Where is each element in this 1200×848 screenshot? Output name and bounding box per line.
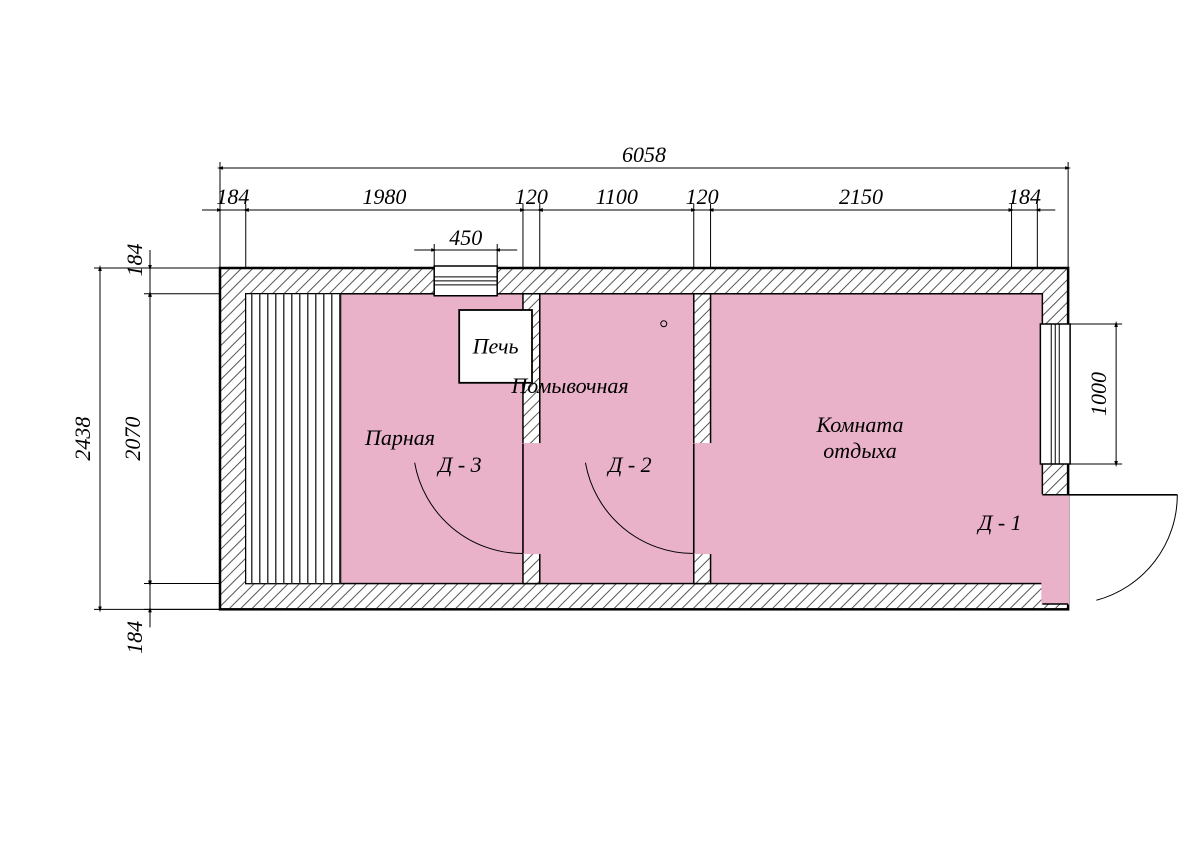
svg-text:1980: 1980 [362,184,406,209]
svg-text:184: 184 [122,244,147,277]
svg-text:120: 120 [686,184,719,209]
svg-text:1000: 1000 [1086,372,1111,416]
svg-text:2438: 2438 [70,417,95,461]
svg-text:184: 184 [122,621,147,654]
svg-text:Помывочная: Помывочная [510,373,628,398]
svg-text:184: 184 [216,184,249,209]
svg-text:отдыха: отдыха [823,438,896,463]
svg-text:Парная: Парная [364,425,435,450]
svg-text:Д - 2: Д - 2 [606,452,651,477]
svg-text:Комната: Комната [815,412,903,437]
svg-text:120: 120 [515,184,548,209]
svg-text:Печь: Печь [472,333,519,358]
svg-text:184: 184 [1008,184,1041,209]
svg-text:1100: 1100 [596,184,638,209]
svg-text:2150: 2150 [839,184,883,209]
svg-text:Д - 1: Д - 1 [976,510,1021,535]
svg-text:450: 450 [449,225,482,250]
svg-text:Д - 3: Д - 3 [436,452,481,477]
svg-text:2070: 2070 [120,417,145,461]
svg-text:6058: 6058 [622,142,666,167]
